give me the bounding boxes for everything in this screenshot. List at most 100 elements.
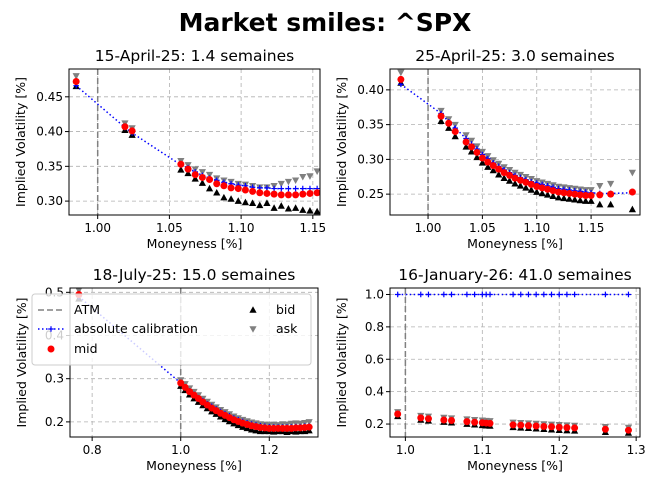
mid-point xyxy=(489,162,497,170)
bid-point xyxy=(462,143,470,150)
mid-point xyxy=(241,186,249,194)
mid-point xyxy=(517,421,525,429)
bid-point xyxy=(495,170,503,178)
bid-point xyxy=(445,124,453,131)
bid-point xyxy=(220,193,228,201)
legend-entry: absolute calibration xyxy=(38,321,198,336)
bid-point xyxy=(484,163,492,170)
legend-label: ask xyxy=(276,321,298,336)
mid-point xyxy=(177,160,185,168)
ask-point xyxy=(596,183,604,190)
subplot-title: 16-January-26: 41.0 semaines xyxy=(398,266,632,284)
mid-point xyxy=(462,138,470,146)
mid-point xyxy=(121,123,129,131)
bid-point xyxy=(263,199,271,206)
bid-point xyxy=(467,147,476,155)
ask-point xyxy=(299,173,307,181)
mid-point xyxy=(417,414,425,422)
x-tick-label: 1.05 xyxy=(469,221,496,235)
axes-frame xyxy=(389,287,641,438)
ask-point xyxy=(467,137,476,145)
mid-point xyxy=(500,169,508,177)
x-axis-label: Moneyness [%] xyxy=(147,236,243,251)
y-tick-label: 0.45 xyxy=(36,90,63,104)
calibration-point xyxy=(471,291,478,298)
series-bid xyxy=(397,79,636,213)
calibration-point xyxy=(533,291,539,298)
mid-point xyxy=(549,187,557,195)
mid-point xyxy=(516,176,524,184)
calibration-point xyxy=(278,185,285,192)
ask-point xyxy=(277,180,285,188)
y-tick-label: 0.3 xyxy=(45,372,64,386)
ask-point xyxy=(198,169,206,176)
calibration-point xyxy=(394,291,401,298)
mid-point xyxy=(424,415,432,423)
subplot-3: 0.81.01.20.20.30.40.518-July-25: 15.0 se… xyxy=(14,266,319,473)
bid-point xyxy=(549,192,557,200)
x-tick-label: 1.2 xyxy=(260,443,279,457)
calibration-point xyxy=(564,291,570,298)
x-tick-label: 1.2 xyxy=(550,443,569,457)
bid-point xyxy=(527,186,535,193)
bid-point xyxy=(587,197,595,204)
mid-point xyxy=(522,178,530,186)
y-axis-label: Implied Volatility [%] xyxy=(334,77,349,207)
legend-bid-marker xyxy=(249,306,257,313)
mid-point xyxy=(292,191,300,199)
mid-point xyxy=(397,75,405,83)
legend-label: bid xyxy=(276,302,295,317)
mid-point xyxy=(554,188,562,196)
x-tick-label: 1.15 xyxy=(578,221,605,235)
mid-point xyxy=(445,119,453,127)
axes-frame xyxy=(389,68,641,216)
x-axis-label: Moneyness [%] xyxy=(467,236,563,251)
ask-point xyxy=(313,168,320,175)
bid-point xyxy=(505,177,514,184)
y-tick-label: 0.35 xyxy=(36,159,63,173)
mid-point xyxy=(206,176,214,184)
mid-point xyxy=(184,165,192,173)
y-tick-label: 0.30 xyxy=(357,152,384,166)
mid-point xyxy=(256,189,264,197)
x-tick-label: 1.10 xyxy=(523,221,550,235)
bid-point xyxy=(213,188,221,196)
bid-point xyxy=(522,184,530,191)
bid-point xyxy=(538,189,546,197)
x-axis-label: Moneyness [%] xyxy=(146,458,242,473)
bid-point xyxy=(628,205,636,213)
bid-point xyxy=(451,132,459,140)
mid-point xyxy=(527,180,535,188)
calibration-point xyxy=(625,291,632,298)
ask-point xyxy=(451,121,459,129)
mid-point xyxy=(548,423,556,431)
mid-point xyxy=(451,128,459,136)
calibration-point xyxy=(548,291,555,298)
mid-point xyxy=(305,423,313,431)
x-tick-label: 1.00 xyxy=(84,221,111,235)
y-tick-label: 0.4 xyxy=(365,385,384,399)
mid-point xyxy=(486,419,494,427)
mid-point xyxy=(463,418,471,426)
plot-area xyxy=(75,288,313,437)
ask-point xyxy=(462,132,470,139)
bid-point xyxy=(560,194,568,202)
mid-point xyxy=(213,180,221,188)
bid-point xyxy=(234,197,242,204)
ask-point xyxy=(205,171,214,179)
mid-point xyxy=(473,148,481,156)
mid-point xyxy=(560,189,568,197)
mid-point xyxy=(270,190,278,198)
ask-point xyxy=(607,180,615,188)
calibration-point xyxy=(285,185,292,192)
mid-point xyxy=(624,426,632,434)
mid-point xyxy=(249,187,257,195)
x-tick-label: 1.0 xyxy=(171,443,190,457)
bid-point xyxy=(576,196,584,204)
mid-point xyxy=(576,191,584,199)
calibration-point xyxy=(299,185,306,192)
bid-point xyxy=(473,153,481,161)
subplot-title: 15-April-25: 1.4 semaines xyxy=(95,47,294,65)
subplot-2: 1.00 1.05 1.10 1.15 0.25 0.30 0.35 0.40 25-April… xyxy=(334,47,641,251)
mid-point xyxy=(571,424,579,432)
